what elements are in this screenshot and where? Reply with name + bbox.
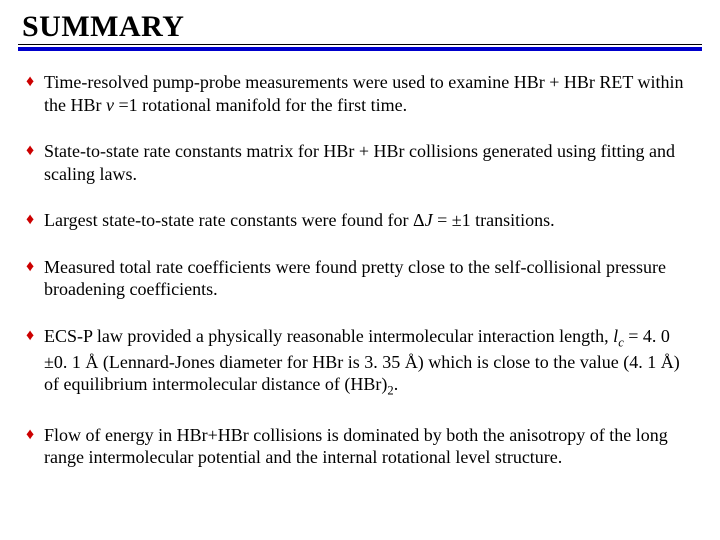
title-block: SUMMARY: [18, 10, 702, 51]
list-item: ♦ State-to-state rate constants matrix f…: [26, 140, 694, 185]
bullet-text: State-to-state rate constants matrix for…: [44, 140, 694, 185]
list-item: ♦ ECS-P law provided a physically reason…: [26, 325, 694, 400]
text-segment: Flow of energy in HBr+HBr collisions is …: [44, 425, 668, 468]
list-item: ♦ Flow of energy in HBr+HBr collisions i…: [26, 424, 694, 469]
text-segment: ECS-P law provided a physically reasonab…: [44, 326, 613, 346]
bullet-text: Time-resolved pump-probe measurements we…: [44, 71, 694, 116]
text-segment: Largest state-to-state rate constants we…: [44, 210, 425, 230]
diamond-icon: ♦: [26, 425, 44, 445]
text-italic: J: [425, 210, 433, 230]
diamond-icon: ♦: [26, 257, 44, 277]
list-item: ♦ Time-resolved pump-probe measurements …: [26, 71, 694, 116]
text-segment: State-to-state rate constants matrix for…: [44, 141, 675, 184]
diamond-icon: ♦: [26, 72, 44, 92]
list-item: ♦ Measured total rate coefficients were …: [26, 256, 694, 301]
bullet-text: Flow of energy in HBr+HBr collisions is …: [44, 424, 694, 469]
title-underline: [18, 47, 702, 51]
text-italic: v: [106, 95, 114, 115]
text-segment: = ±1 transitions.: [433, 210, 555, 230]
content-area: ♦ Time-resolved pump-probe measurements …: [18, 59, 702, 469]
slide: SUMMARY ♦ Time-resolved pump-probe measu…: [0, 0, 720, 540]
bullet-text: ECS-P law provided a physically reasonab…: [44, 325, 694, 400]
text-segment: Measured total rate coefficients were fo…: [44, 257, 666, 300]
thin-line: [18, 44, 702, 45]
bullet-text: Measured total rate coefficients were fo…: [44, 256, 694, 301]
diamond-icon: ♦: [26, 326, 44, 346]
list-item: ♦ Largest state-to-state rate constants …: [26, 209, 694, 232]
text-segment: .: [394, 374, 399, 394]
text-segment: =1 rotational manifold for the first tim…: [114, 95, 407, 115]
diamond-icon: ♦: [26, 210, 44, 230]
diamond-icon: ♦: [26, 141, 44, 161]
bullet-text: Largest state-to-state rate constants we…: [44, 209, 694, 232]
slide-title: SUMMARY: [18, 10, 702, 44]
